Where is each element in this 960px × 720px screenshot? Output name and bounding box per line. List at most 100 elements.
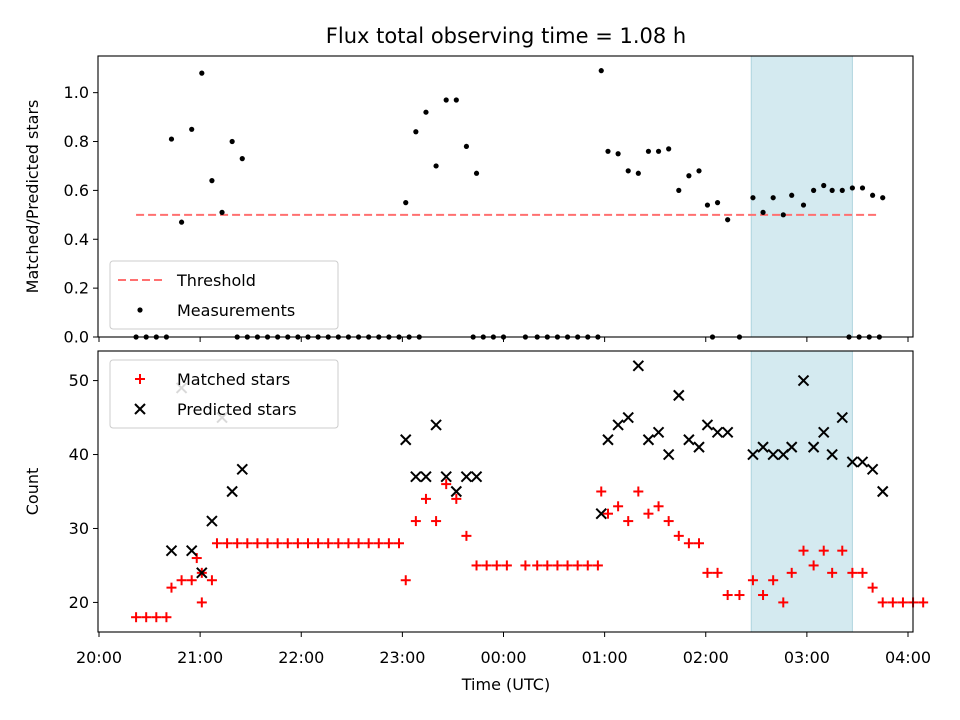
- predicted-star-point: [747, 448, 759, 461]
- predicted-star-point: [877, 485, 889, 498]
- x-tick-label: 23:00: [379, 648, 425, 667]
- x-tick-label: 21:00: [177, 648, 223, 667]
- predicted-star-point: [622, 411, 634, 424]
- predicted-star-point: [721, 426, 734, 439]
- matched-star-point: [786, 567, 797, 578]
- matched-star-point: [363, 538, 374, 549]
- matched-star-point: [151, 612, 162, 623]
- matched-star-point: [141, 612, 152, 623]
- predicted-star-point: [595, 507, 607, 520]
- matched-star-point: [222, 538, 233, 549]
- measurement-point: [423, 109, 429, 115]
- measurement-point: [403, 200, 409, 206]
- measurement-point: [829, 187, 835, 193]
- predicted-star-point: [236, 463, 248, 476]
- matched-star-point: [673, 530, 684, 541]
- predicted-star-point: [400, 434, 412, 446]
- y-tick-label: 0.2: [64, 279, 89, 298]
- matched-star-point: [481, 560, 492, 571]
- predicted-star-point: [826, 448, 838, 461]
- measurement-point: [168, 136, 175, 142]
- predicted-star-point: [673, 389, 685, 402]
- x-tick-label: 04:00: [885, 648, 931, 667]
- measurement-point: [849, 185, 855, 191]
- measurement-point: [714, 200, 721, 206]
- predicted-star-point: [602, 434, 614, 446]
- matched-star-point: [722, 590, 733, 601]
- matched-star-point: [758, 590, 769, 601]
- predicted-star-point: [683, 434, 695, 446]
- measurement-point: [443, 97, 449, 103]
- measurement-point: [770, 195, 776, 201]
- matched-star-point: [592, 560, 603, 571]
- matched-star-point: [343, 538, 354, 549]
- predicted-star-point: [866, 463, 879, 476]
- matched-star-point: [643, 508, 654, 519]
- measurement-point: [635, 170, 641, 176]
- matched-star-point: [420, 493, 431, 504]
- matched-star-point: [694, 538, 705, 549]
- measurement-point: [880, 195, 886, 201]
- matched-star-point: [818, 545, 829, 556]
- measurement-point: [229, 138, 235, 145]
- measurement-point: [839, 187, 845, 193]
- legend-predicted-handle: [134, 403, 146, 415]
- count-legend: Matched stars Predicted stars: [109, 359, 339, 429]
- legend-label: Threshold: [176, 271, 256, 290]
- matched-star-point: [867, 582, 878, 593]
- predicted-star-point: [846, 456, 859, 468]
- matched-star-point: [532, 560, 543, 571]
- predicted-star-point: [226, 485, 238, 498]
- matched-star-point: [252, 538, 263, 549]
- matched-star-point: [272, 538, 283, 549]
- matched-star-point: [683, 538, 694, 549]
- measurement-point: [870, 192, 876, 198]
- legend-matched-handle: [135, 374, 145, 384]
- predicted-star-point: [460, 471, 473, 483]
- matched-star-point: [623, 516, 634, 527]
- predicted-star-point: [757, 441, 769, 453]
- measurement-point: [209, 178, 215, 184]
- measurement-point: [800, 202, 807, 208]
- predicted-star-point: [767, 448, 779, 461]
- y-tick-label: 50: [69, 371, 89, 390]
- predicted-star-point: [450, 485, 463, 498]
- measurement-point: [178, 219, 185, 225]
- predicted-star-point: [206, 515, 218, 527]
- predicted-star-point: [420, 471, 432, 483]
- matched-star-point: [633, 486, 644, 497]
- chart-title: Flux total observing time = 1.08 h: [326, 24, 686, 48]
- matched-star-point: [410, 516, 421, 527]
- matched-star-point: [232, 538, 243, 549]
- matched-star-point: [451, 493, 462, 504]
- y-tick-label: 20: [69, 593, 89, 612]
- ratio-panel-frame: [97, 55, 914, 338]
- measurement-point: [433, 163, 439, 169]
- predicted-star-point: [693, 441, 705, 453]
- matched-star-point: [542, 560, 553, 571]
- measurement-point: [625, 168, 631, 174]
- highlight-span-bottom: [750, 350, 853, 633]
- predicted-star-point: [856, 456, 869, 468]
- predicted-star-point: [807, 441, 820, 453]
- matched-star-point: [808, 560, 819, 571]
- measurement-point: [199, 70, 205, 76]
- predicted-star-point: [662, 448, 675, 461]
- matched-star-point: [383, 538, 394, 549]
- measurement-point: [453, 97, 459, 103]
- predicted-star-point: [165, 544, 178, 557]
- measurement-point: [605, 148, 611, 154]
- matched-star-point: [857, 567, 868, 578]
- measurement-point: [704, 202, 711, 208]
- y-tick-label: 30: [69, 519, 89, 538]
- measurement-point: [725, 217, 731, 223]
- measurement-point: [655, 148, 662, 154]
- y-tick-label: 1.0: [64, 83, 89, 102]
- matched-star-point: [847, 567, 858, 578]
- measurement-point: [821, 182, 827, 189]
- highlight-span-top: [750, 55, 853, 338]
- x-tick-label: 03:00: [784, 648, 830, 667]
- predicted-star-point: [797, 374, 810, 387]
- legend-measurement-handle: [137, 307, 143, 313]
- matched-star-point: [734, 590, 745, 601]
